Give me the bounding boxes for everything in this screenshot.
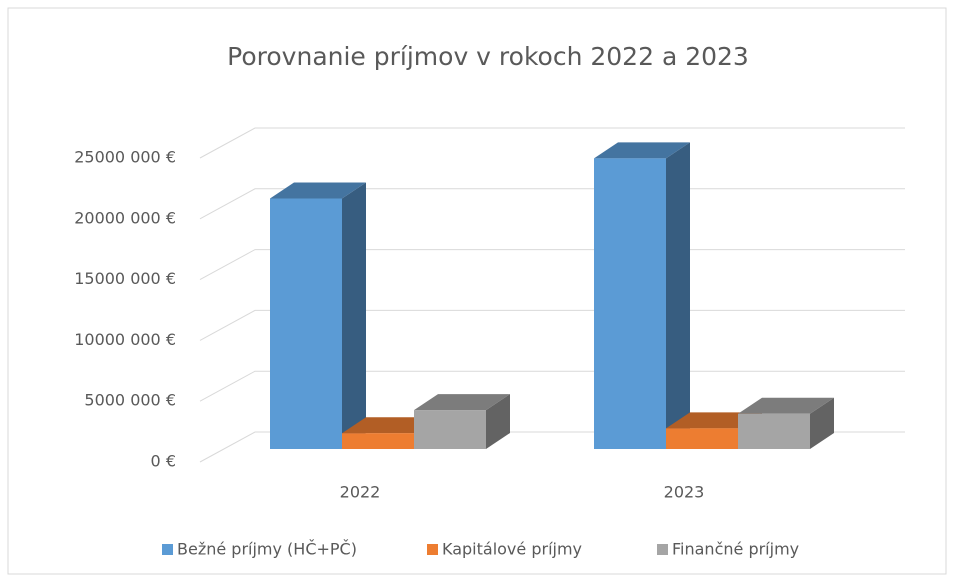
bar-side: [486, 394, 510, 449]
x-tick-label: 2022: [340, 483, 381, 502]
bar-top: [738, 397, 834, 414]
legend-swatch: [657, 544, 668, 555]
chart-title: Porovnanie príjmov v rokoch 2022 a 2023: [227, 42, 749, 71]
bar: [270, 198, 342, 449]
x-tick-label: 2023: [664, 483, 705, 502]
bar: [738, 413, 810, 449]
legend-label: Bežné príjmy (HČ+PČ): [177, 540, 357, 559]
bar-side: [342, 182, 366, 449]
grid-line: [199, 127, 905, 159]
bar-side: [666, 142, 690, 449]
bar: [666, 428, 738, 449]
bar-side: [810, 397, 834, 449]
legend-label: Finančné príjmy: [672, 540, 799, 559]
bar-top: [594, 142, 690, 159]
chart-frame: [7, 7, 947, 575]
legend-swatch: [427, 544, 438, 555]
y-tick-label: 20000 000 €: [74, 208, 176, 227]
y-tick-label: 5000 000 €: [84, 391, 176, 410]
y-tick-label: 0 €: [151, 452, 176, 471]
bar: [342, 433, 414, 449]
bar-top: [414, 394, 510, 411]
y-tick-label: 25000 000 €: [74, 148, 176, 167]
legend-label: Kapitálové príjmy: [442, 540, 582, 559]
legend-swatch: [162, 544, 173, 555]
bar-top: [270, 182, 366, 199]
bar: [594, 158, 666, 449]
y-tick-label: 10000 000 €: [74, 330, 176, 349]
bar: [414, 410, 486, 449]
y-tick-label: 15000 000 €: [74, 269, 176, 288]
